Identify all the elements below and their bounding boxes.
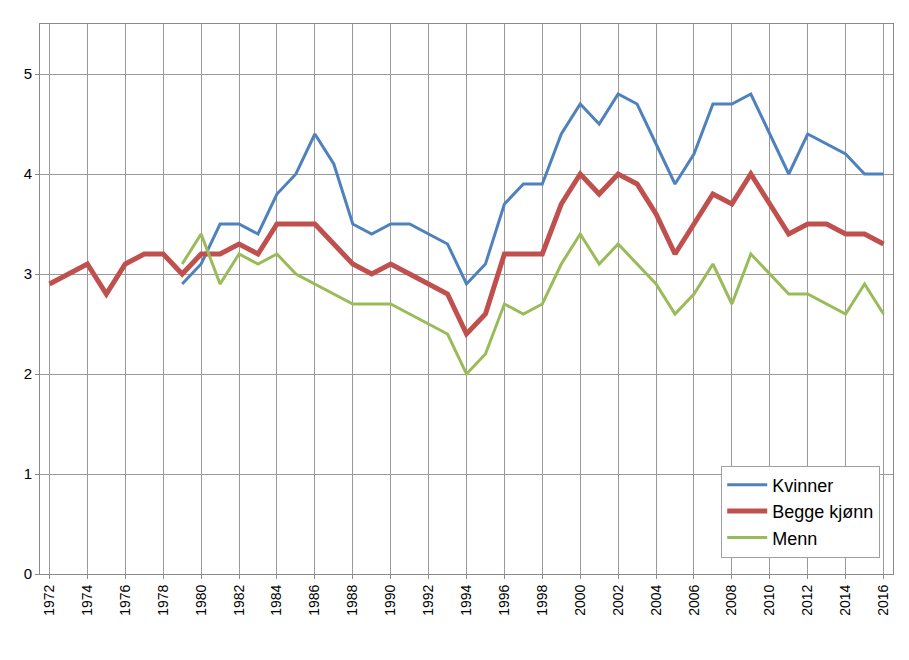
svg-text:2014: 2014	[837, 584, 853, 615]
svg-text:1982: 1982	[231, 584, 247, 615]
svg-text:1998: 1998	[534, 584, 550, 615]
svg-text:2010: 2010	[761, 584, 777, 615]
svg-text:2008: 2008	[723, 584, 739, 615]
svg-text:2012: 2012	[799, 584, 815, 615]
svg-text:1976: 1976	[117, 584, 133, 615]
svg-text:1994: 1994	[458, 584, 474, 615]
svg-text:2004: 2004	[648, 584, 664, 615]
svg-text:5: 5	[24, 65, 32, 82]
svg-text:2006: 2006	[686, 584, 702, 615]
svg-text:Kvinner: Kvinner	[772, 476, 833, 496]
svg-text:3: 3	[24, 265, 32, 282]
svg-text:1984: 1984	[268, 584, 284, 615]
svg-text:1986: 1986	[306, 584, 322, 615]
svg-text:1972: 1972	[41, 584, 57, 615]
svg-text:1980: 1980	[193, 584, 209, 615]
svg-text:2016: 2016	[875, 584, 891, 615]
svg-text:2: 2	[24, 365, 32, 382]
svg-text:2002: 2002	[610, 584, 626, 615]
svg-text:2000: 2000	[572, 584, 588, 615]
svg-text:1992: 1992	[420, 584, 436, 615]
svg-text:Begge kjønn: Begge kjønn	[772, 502, 873, 522]
svg-text:1: 1	[24, 465, 32, 482]
svg-text:4: 4	[24, 165, 32, 182]
svg-text:1996: 1996	[496, 584, 512, 615]
svg-text:Menn: Menn	[772, 529, 817, 549]
svg-text:1990: 1990	[382, 584, 398, 615]
svg-text:1988: 1988	[344, 584, 360, 615]
svg-text:1974: 1974	[79, 584, 95, 615]
svg-text:1978: 1978	[155, 584, 171, 615]
svg-text:0: 0	[24, 565, 32, 582]
